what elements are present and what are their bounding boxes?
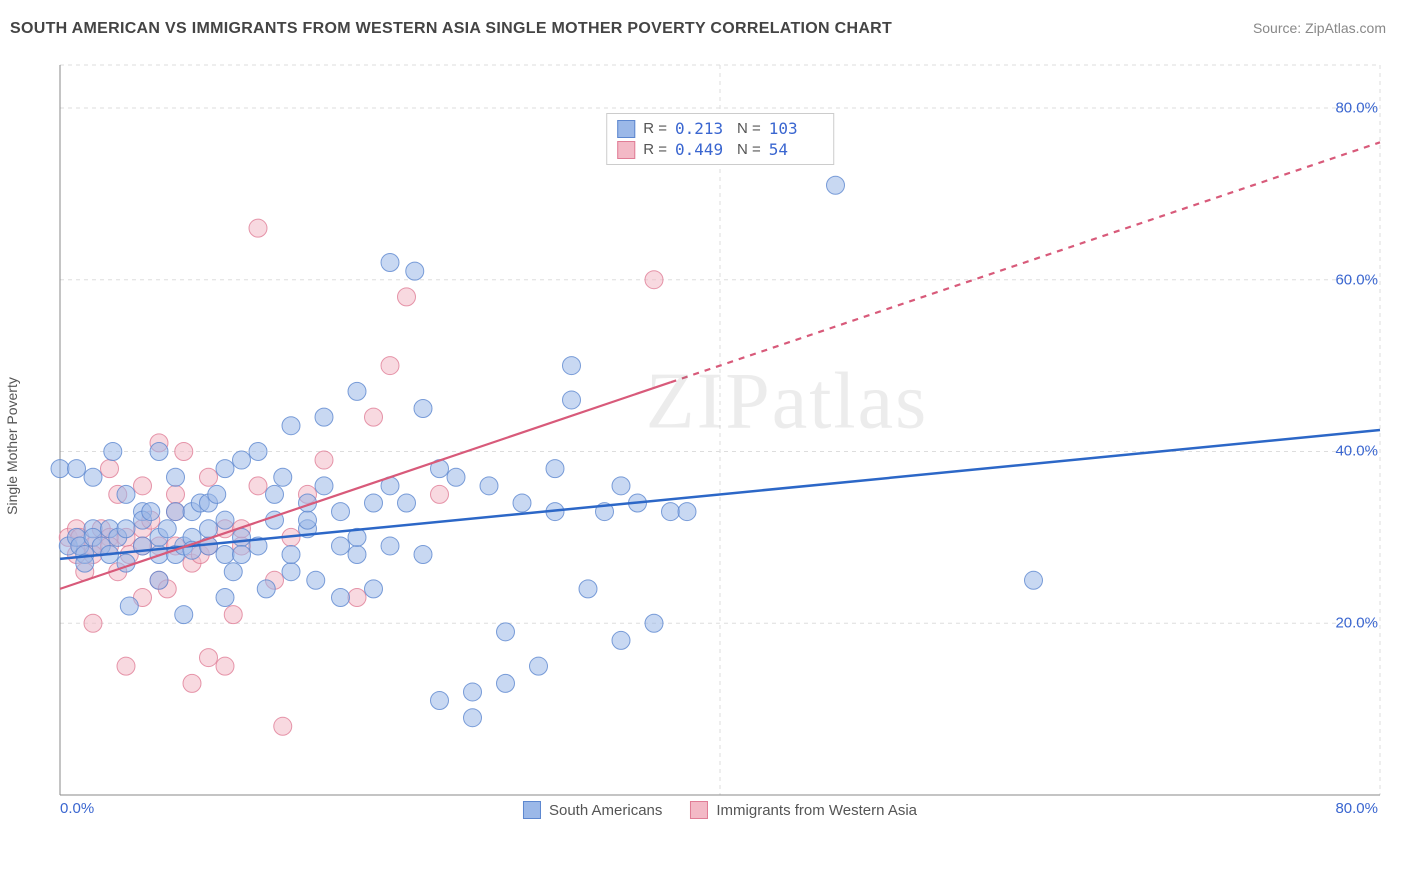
y-axis-label: Single Mother Poverty <box>4 377 20 515</box>
r-value: 0.449 <box>675 140 729 159</box>
swatch-icon <box>523 801 541 819</box>
swatch-icon <box>617 141 635 159</box>
y-tick-label: 60.0% <box>1335 271 1378 288</box>
scatter-chart-svg <box>50 55 1390 825</box>
y-tick-label: 80.0% <box>1335 99 1378 116</box>
series-label: South Americans <box>549 802 662 819</box>
legend-row: R = 0.213 N = 103 <box>617 118 823 139</box>
series-label: Immigrants from Western Asia <box>716 802 917 819</box>
r-value: 0.213 <box>675 119 729 138</box>
r-label: R = <box>643 120 667 137</box>
n-value: 103 <box>769 119 823 138</box>
chart-title: SOUTH AMERICAN VS IMMIGRANTS FROM WESTER… <box>10 20 892 37</box>
n-label: N = <box>737 141 761 158</box>
n-label: N = <box>737 120 761 137</box>
swatch-icon <box>617 120 635 138</box>
legend-row: R = 0.449 N = 54 <box>617 139 823 160</box>
chart-area: ZIPatlas R = 0.213 N = 103 R = 0.449 N =… <box>50 55 1390 825</box>
x-tick-label: 80.0% <box>1335 800 1378 817</box>
correlation-legend: R = 0.213 N = 103 R = 0.449 N = 54 <box>606 113 834 165</box>
y-tick-label: 20.0% <box>1335 615 1378 632</box>
r-label: R = <box>643 141 667 158</box>
swatch-icon <box>690 801 708 819</box>
n-value: 54 <box>769 140 823 159</box>
x-tick-label: 0.0% <box>60 800 94 817</box>
source-attribution: Source: ZipAtlas.com <box>1253 20 1386 36</box>
legend-item: Immigrants from Western Asia <box>690 801 917 819</box>
y-tick-label: 40.0% <box>1335 443 1378 460</box>
series-legend: South Americans Immigrants from Western … <box>523 801 917 819</box>
legend-item: South Americans <box>523 801 662 819</box>
